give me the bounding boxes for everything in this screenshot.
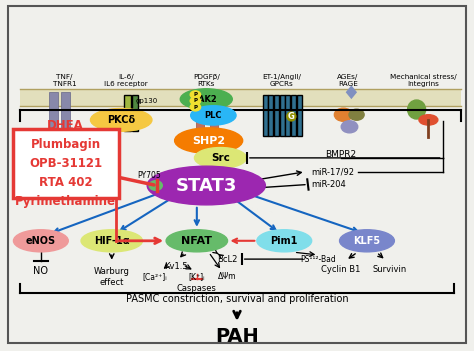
Text: Pim1: Pim1 — [271, 236, 298, 246]
Ellipse shape — [341, 121, 358, 133]
Ellipse shape — [147, 166, 265, 205]
Text: gp130: gp130 — [136, 98, 158, 104]
Text: Caspases: Caspases — [177, 284, 217, 293]
Ellipse shape — [257, 230, 312, 252]
FancyBboxPatch shape — [124, 95, 131, 131]
Text: PDGFβ/
RTKs: PDGFβ/ RTKs — [193, 74, 220, 87]
Ellipse shape — [408, 100, 426, 119]
Text: AGEs/
RAGE: AGEs/ RAGE — [337, 74, 359, 87]
Text: P: P — [193, 98, 197, 104]
Text: Mechanical stress/
Integrins: Mechanical stress/ Integrins — [390, 74, 457, 87]
FancyBboxPatch shape — [285, 95, 291, 136]
FancyBboxPatch shape — [61, 92, 70, 138]
Ellipse shape — [166, 230, 228, 252]
Text: Src: Src — [211, 153, 230, 163]
Text: NO: NO — [33, 266, 48, 276]
Ellipse shape — [91, 108, 152, 131]
Ellipse shape — [190, 97, 201, 105]
Text: NFAT: NFAT — [182, 236, 212, 246]
FancyBboxPatch shape — [274, 95, 279, 136]
Ellipse shape — [180, 89, 232, 110]
Ellipse shape — [419, 115, 438, 125]
Ellipse shape — [190, 91, 201, 99]
Text: SHP2: SHP2 — [192, 135, 225, 146]
Ellipse shape — [149, 181, 162, 190]
FancyBboxPatch shape — [291, 95, 296, 136]
Bar — [19, 89, 462, 106]
Text: P: P — [193, 92, 197, 97]
Text: [Ca²⁺]ᵢ: [Ca²⁺]ᵢ — [142, 272, 166, 281]
Text: BcL2: BcL2 — [218, 254, 238, 264]
Text: miR-17/92: miR-17/92 — [312, 167, 355, 176]
Ellipse shape — [13, 230, 68, 252]
Text: eNOS: eNOS — [26, 236, 56, 246]
FancyBboxPatch shape — [263, 95, 268, 136]
Text: PS¹¹²-Bad: PS¹¹²-Bad — [301, 254, 336, 264]
FancyBboxPatch shape — [132, 95, 138, 131]
FancyBboxPatch shape — [210, 92, 218, 141]
Text: P: P — [193, 105, 197, 110]
Text: PASMC constriction, survival and proliferation: PASMC constriction, survival and prolife… — [126, 294, 348, 304]
FancyBboxPatch shape — [196, 92, 204, 141]
Ellipse shape — [194, 147, 246, 168]
Text: [K⁺]ᵢ: [K⁺]ᵢ — [189, 272, 205, 281]
Text: DHEA
Plumbagin
OPB-31121
RTA 402
Pyrimethamine: DHEA Plumbagin OPB-31121 RTA 402 Pyrimet… — [15, 119, 116, 207]
Text: Survivin: Survivin — [372, 265, 406, 274]
Text: TNF/
TNFR1: TNF/ TNFR1 — [53, 74, 76, 87]
Ellipse shape — [349, 109, 364, 120]
Ellipse shape — [81, 230, 143, 252]
Text: PY705: PY705 — [137, 171, 162, 180]
Text: PKCδ: PKCδ — [107, 115, 135, 125]
Ellipse shape — [339, 230, 394, 252]
FancyBboxPatch shape — [12, 128, 119, 198]
Text: G: G — [288, 112, 295, 121]
Ellipse shape — [191, 106, 236, 125]
Ellipse shape — [174, 128, 243, 153]
Text: ΔΨm: ΔΨm — [219, 272, 237, 281]
Text: Kv1.5: Kv1.5 — [164, 262, 187, 271]
Polygon shape — [346, 85, 357, 99]
Text: PLC: PLC — [205, 111, 222, 120]
FancyBboxPatch shape — [49, 92, 58, 138]
FancyBboxPatch shape — [60, 134, 71, 141]
Ellipse shape — [190, 103, 201, 111]
Text: Warburg
effect: Warburg effect — [94, 267, 130, 287]
Text: IL-6/
IL6 receptor: IL-6/ IL6 receptor — [104, 74, 148, 87]
Text: KLF5: KLF5 — [354, 236, 381, 246]
FancyBboxPatch shape — [48, 134, 59, 141]
Ellipse shape — [334, 108, 352, 121]
Text: STAT3: STAT3 — [175, 177, 237, 194]
FancyBboxPatch shape — [280, 95, 285, 136]
Text: JAK2: JAK2 — [195, 95, 217, 104]
Text: miR-204: miR-204 — [312, 180, 346, 189]
Text: HIF-1α: HIF-1α — [94, 236, 129, 246]
Text: PAH: PAH — [215, 327, 259, 346]
FancyBboxPatch shape — [268, 95, 273, 136]
Text: Cyclin B1: Cyclin B1 — [321, 265, 361, 274]
FancyBboxPatch shape — [297, 95, 302, 136]
Text: BMPR2: BMPR2 — [326, 150, 356, 159]
Text: ET-1/AngII/
GPCRs: ET-1/AngII/ GPCRs — [263, 74, 301, 87]
